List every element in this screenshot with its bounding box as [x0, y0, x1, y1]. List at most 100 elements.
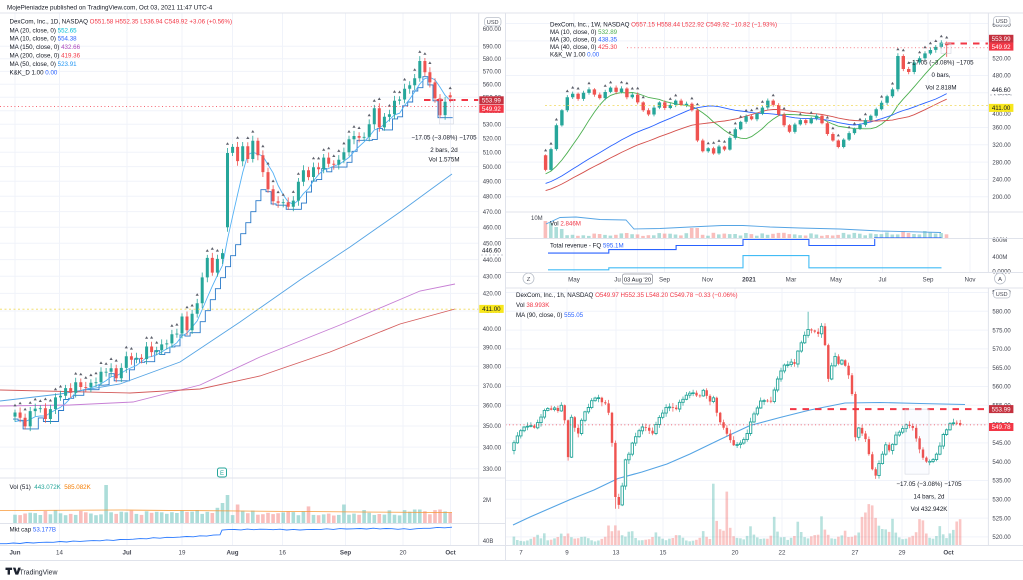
svg-text:360.00: 360.00 — [992, 126, 1011, 132]
svg-text:570.00: 570.00 — [483, 70, 502, 76]
svg-text:9: 9 — [565, 550, 569, 557]
svg-text:22: 22 — [779, 550, 786, 557]
svg-text:−17.05 (−3.08%) −1705: −17.05 (−3.08%) −1705 — [411, 135, 477, 142]
svg-text:400.00: 400.00 — [992, 112, 1011, 118]
svg-text:553.99: 553.99 — [992, 36, 1011, 43]
svg-text:Vol 2.818M: Vol 2.818M — [926, 85, 957, 92]
svg-text:545.00: 545.00 — [992, 441, 1011, 447]
svg-text:Vol 38.993K: Vol 38.993K — [516, 302, 550, 309]
svg-text:Jun: Jun — [9, 550, 20, 557]
svg-text:553.99: 553.99 — [992, 406, 1011, 413]
svg-text:600.00: 600.00 — [992, 23, 1011, 29]
svg-text:Jul: Jul — [123, 550, 132, 557]
svg-text:480.00: 480.00 — [483, 195, 502, 201]
svg-text:14 bars, 2d: 14 bars, 2d — [914, 494, 946, 501]
svg-text:May: May — [830, 277, 843, 284]
svg-text:525.00: 525.00 — [992, 516, 1011, 522]
svg-text:E: E — [220, 471, 224, 477]
svg-text:390.00: 390.00 — [483, 346, 502, 352]
svg-text:0 bars,: 0 bars, — [932, 72, 951, 79]
svg-text:MA (10, close, 0) 554.38: MA (10, close, 0) 554.38 — [10, 36, 78, 43]
svg-text:DexCom, Inc., 1D, NASDAQ O551.: DexCom, Inc., 1D, NASDAQ O551.58 H552.35… — [10, 19, 233, 26]
svg-text:446.60: 446.60 — [482, 247, 501, 254]
svg-text:10M: 10M — [531, 216, 543, 222]
svg-text:2021: 2021 — [742, 277, 756, 284]
svg-text:TradingView: TradingView — [20, 570, 58, 577]
svg-text:549.92: 549.92 — [992, 44, 1011, 51]
svg-text:20: 20 — [400, 550, 407, 557]
svg-text:Vol 432.942K: Vol 432.942K — [911, 506, 949, 513]
svg-text:MA (10, close, 0) 532.89: MA (10, close, 0) 532.89 — [550, 29, 618, 36]
svg-text:Vol 1.575M: Vol 1.575M — [429, 157, 460, 164]
svg-text:340.00: 340.00 — [483, 445, 502, 451]
svg-text:DexCom, Inc., 1h, NASDAQ O549.: DexCom, Inc., 1h, NASDAQ O549.97 H552.35… — [516, 292, 738, 299]
svg-text:520.00: 520.00 — [992, 535, 1011, 541]
svg-text:553.99: 553.99 — [482, 98, 501, 105]
svg-text:400.00: 400.00 — [483, 327, 502, 333]
svg-text:549.92: 549.92 — [482, 106, 501, 113]
svg-text:500.00: 500.00 — [483, 165, 502, 171]
svg-text:2M: 2M — [483, 498, 491, 504]
svg-text:400M: 400M — [992, 255, 1007, 261]
svg-text:7: 7 — [519, 550, 523, 557]
svg-text:Total revenue - FQ 595.1M: Total revenue - FQ 595.1M — [550, 243, 624, 250]
svg-text:411.00: 411.00 — [482, 306, 501, 313]
svg-text:560.00: 560.00 — [483, 82, 502, 88]
svg-text:480.00: 480.00 — [992, 74, 1011, 80]
svg-text:A: A — [998, 277, 1002, 283]
svg-text:29: 29 — [899, 550, 906, 557]
svg-text:Nov: Nov — [964, 277, 976, 284]
svg-text:200.00: 200.00 — [992, 195, 1011, 201]
svg-text:−17.05 (−3.08%) −1705: −17.05 (−3.08%) −1705 — [908, 60, 974, 67]
svg-text:520.00: 520.00 — [483, 136, 502, 142]
svg-text:K&K_W 1.00 0.00: K&K_W 1.00 0.00 — [550, 52, 600, 59]
svg-text:Aug: Aug — [226, 550, 238, 557]
svg-text:370.00: 370.00 — [483, 384, 502, 390]
svg-text:549.78: 549.78 — [992, 424, 1011, 431]
svg-text:380.00: 380.00 — [483, 364, 502, 370]
svg-text:MA (150, close, 0) 432.66: MA (150, close, 0) 432.66 — [10, 44, 81, 51]
svg-text:240.00: 240.00 — [992, 178, 1011, 184]
svg-text:MA (50, close, 0) 523.91: MA (50, close, 0) 523.91 — [10, 61, 78, 68]
svg-text:520.00: 520.00 — [992, 56, 1011, 62]
svg-text:446.60: 446.60 — [992, 87, 1011, 94]
svg-text:May: May — [568, 277, 581, 284]
svg-text:20: 20 — [732, 550, 739, 557]
svg-text:590.00: 590.00 — [483, 45, 502, 51]
svg-text:Vol 2.846M: Vol 2.846M — [550, 221, 581, 228]
svg-text:450.00: 450.00 — [483, 242, 502, 248]
svg-text:530.00: 530.00 — [992, 498, 1011, 504]
svg-text:K&K_D 1.00 0.00: K&K_D 1.00 0.00 — [10, 70, 58, 77]
svg-text:580.00: 580.00 — [992, 310, 1011, 316]
svg-text:530.00: 530.00 — [483, 123, 502, 129]
svg-text:Sep: Sep — [340, 550, 352, 557]
svg-text:560.00: 560.00 — [992, 385, 1011, 391]
svg-text:2 bars, 2d: 2 bars, 2d — [430, 147, 458, 154]
svg-text:MA (20, close, 0) 552.65: MA (20, close, 0) 552.65 — [10, 27, 78, 34]
svg-text:Oct: Oct — [943, 550, 953, 557]
svg-text:600.00: 600.00 — [483, 27, 502, 33]
svg-text:Jul: Jul — [879, 277, 887, 284]
svg-text:USD: USD — [487, 20, 499, 26]
svg-text:−17.05 (−3.08%) −1705: −17.05 (−3.08%) −1705 — [896, 481, 962, 488]
svg-text:Nov: Nov — [702, 277, 714, 284]
svg-text:MA (40, close, 0) 425.30: MA (40, close, 0) 425.30 — [550, 44, 618, 51]
svg-text:570.00: 570.00 — [992, 347, 1011, 353]
svg-text:Z: Z — [527, 277, 531, 283]
svg-text:510.00: 510.00 — [483, 150, 502, 156]
svg-text:320.00: 320.00 — [992, 143, 1011, 149]
svg-text:USD: USD — [996, 19, 1008, 25]
svg-text:460.00: 460.00 — [483, 226, 502, 232]
svg-text:350.00: 350.00 — [483, 424, 502, 430]
svg-text:Mar: Mar — [786, 277, 797, 284]
svg-text:580.00: 580.00 — [483, 57, 502, 63]
svg-text:Oct: Oct — [445, 550, 455, 557]
svg-text:14: 14 — [56, 550, 63, 557]
svg-text:440.00: 440.00 — [483, 258, 502, 264]
svg-text:330.00: 330.00 — [483, 467, 502, 473]
svg-text:430.00: 430.00 — [483, 275, 502, 281]
svg-text:535.00: 535.00 — [992, 479, 1011, 485]
svg-text:DexCom, Inc., 1W, NASDAQ O557.: DexCom, Inc., 1W, NASDAQ O557.15 H558.44… — [550, 22, 777, 29]
svg-text:360.00: 360.00 — [483, 404, 502, 410]
svg-text:420.00: 420.00 — [483, 292, 502, 298]
